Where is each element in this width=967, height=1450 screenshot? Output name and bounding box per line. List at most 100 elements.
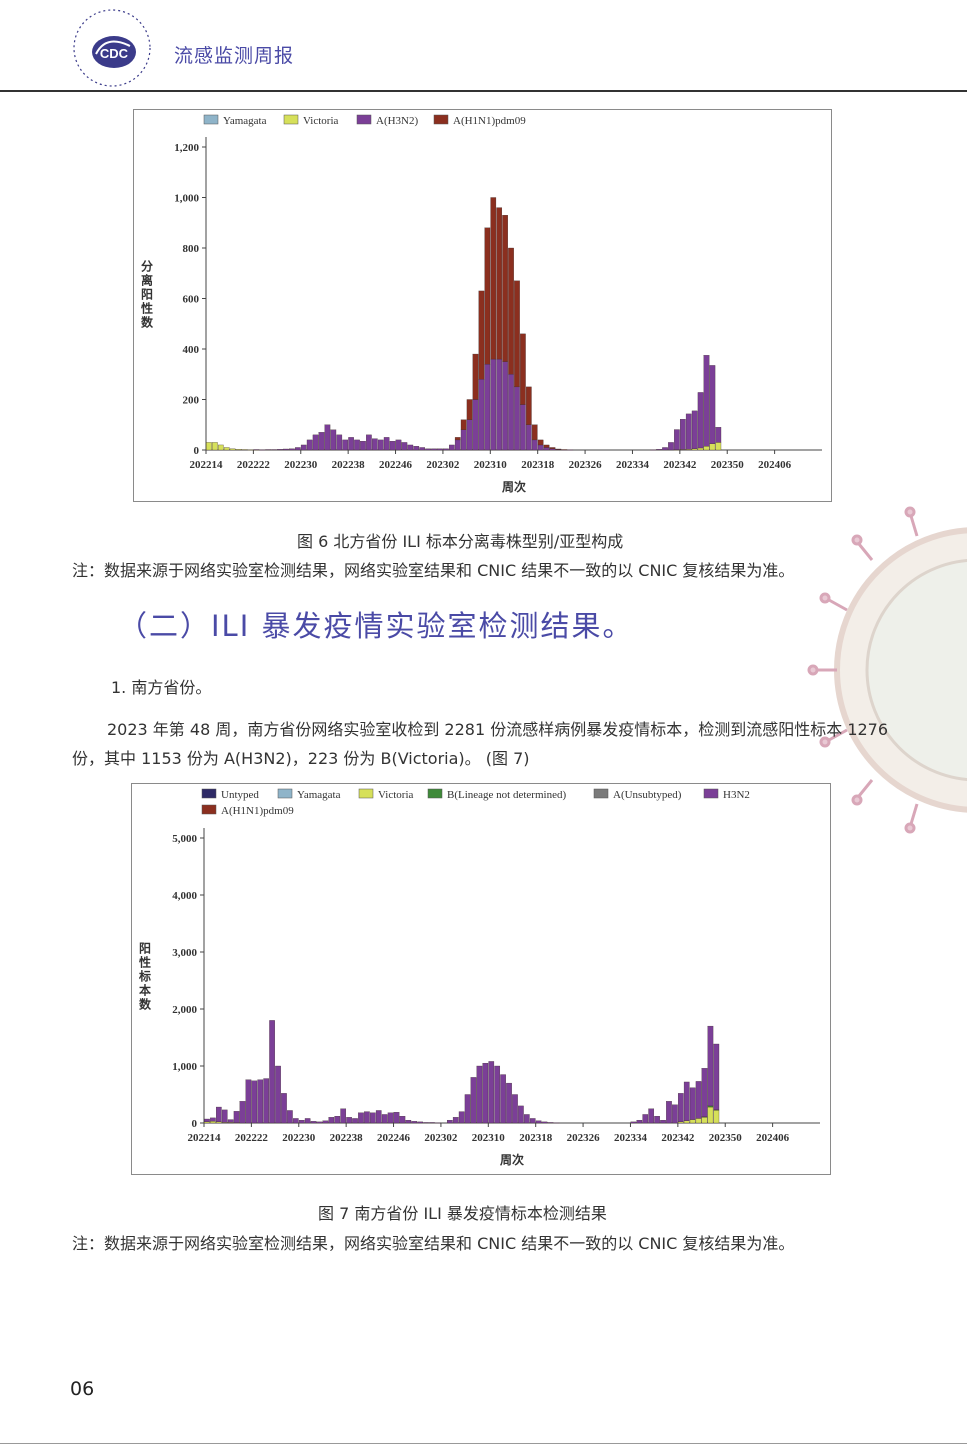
bar-segment: [691, 448, 698, 451]
x-tick-label: 202406: [758, 459, 792, 471]
x-tick-label: 202326: [569, 459, 603, 471]
bar-segment: [241, 449, 248, 451]
bar-segment: [407, 444, 414, 451]
y-tick-label: 1,200: [174, 142, 199, 154]
bar-segment: [535, 1120, 542, 1124]
bar-segment: [354, 439, 360, 451]
bar-segment: [715, 427, 722, 443]
bar-segment: [531, 424, 538, 441]
bar-segment: [496, 358, 503, 451]
bar-segment: [358, 1112, 364, 1124]
footer-divider: [0, 1443, 967, 1444]
bar-segment: [555, 448, 562, 450]
bar-segment: [715, 442, 722, 451]
page-number: 06: [70, 1378, 95, 1400]
figure-6-note: 注：数据来源于网络实验室检测结果，网络实验室结果和 CNIC 结果不一致的以 C…: [72, 561, 795, 580]
bar-segment: [229, 448, 236, 451]
bar-segment: [707, 1105, 714, 1108]
bar-segment: [435, 1122, 441, 1124]
x-tick-label: 202310: [472, 1132, 506, 1144]
bar-segment: [348, 437, 354, 451]
logo-text: CDC: [100, 46, 129, 61]
bar-segment: [707, 1025, 714, 1107]
bar-segment: [697, 392, 704, 449]
legend-label: Untyped: [221, 789, 259, 801]
y-tick-label: 600: [183, 294, 200, 306]
bar-segment: [263, 1078, 270, 1124]
bar-segment: [227, 1119, 234, 1123]
legend-label: Victoria: [378, 789, 413, 801]
bar-segment: [369, 1112, 376, 1124]
x-tick-label: 202342: [661, 1132, 695, 1144]
page-header: CDC 流感监测周报: [0, 0, 967, 92]
x-tick-label: 202350: [709, 1132, 743, 1144]
y-tick-label: 5,000: [172, 833, 197, 845]
bar-segment: [304, 1118, 311, 1124]
bar-segment: [553, 1122, 560, 1124]
bar-segment: [387, 1112, 394, 1124]
bar-segment: [294, 447, 301, 451]
legend-swatch: [201, 804, 217, 815]
legend-label: A(H3N2): [376, 115, 418, 127]
bar-segment: [206, 442, 212, 451]
bar-segment: [454, 437, 461, 441]
cdc-logo-icon: CDC: [73, 9, 151, 87]
legend-label: H3N2: [723, 789, 750, 801]
bar-segment: [567, 449, 574, 451]
bar-segment: [316, 1121, 323, 1124]
y-tick-label: 1,000: [174, 193, 199, 205]
y-axis-title-char: 性: [140, 301, 153, 316]
bar-segment: [656, 449, 662, 451]
x-tick-label: 202230: [282, 1132, 316, 1144]
header-divider: [0, 90, 967, 92]
bar-segment: [334, 1116, 341, 1124]
bar-segment: [500, 1074, 506, 1124]
bar-segment: [322, 1120, 329, 1124]
y-tick-label: 3,000: [172, 947, 197, 959]
legend-swatch: [703, 788, 719, 799]
bar-segment: [413, 446, 420, 451]
x-tick-label: 202350: [711, 459, 745, 471]
figure-7-note: 注：数据来源于网络实验室检测结果，网络实验室结果和 CNIC 结果不一致的以 C…: [72, 1234, 795, 1253]
bar-segment: [371, 438, 378, 451]
bar-segment: [375, 1110, 382, 1124]
bar-segment: [269, 1020, 275, 1124]
bar-segment: [204, 1121, 210, 1124]
x-tick-label: 202406: [756, 1132, 790, 1144]
bar-segment: [366, 434, 372, 451]
bar-segment: [514, 280, 520, 388]
bar-segment: [360, 441, 366, 451]
bar-segment: [543, 444, 550, 448]
figure-7-chart: Untyped Yamagata Victoria B(Lineage not det…: [131, 783, 831, 1175]
bar-segment: [549, 447, 556, 449]
figure-7-caption: 图 7 南方省份 ILI 暴发疫情标本检测结果: [318, 1204, 607, 1223]
x-tick-label: 202302: [426, 459, 460, 471]
legend-label: B(Lineage not determined): [447, 789, 566, 801]
bar-segment: [292, 1118, 299, 1124]
bar-segment: [537, 439, 544, 446]
bar-segment: [300, 444, 307, 451]
bar-segment: [310, 1121, 317, 1124]
legend-label: A(H1N1)pdm09: [453, 115, 526, 127]
x-tick-label: 202214: [190, 459, 224, 471]
bar-segment: [235, 449, 242, 451]
bar-segment: [478, 379, 485, 451]
x-tick-label: 202222: [237, 459, 271, 471]
bar-segment: [364, 1111, 370, 1124]
bar-segment: [389, 441, 396, 451]
bar-segment: [541, 1121, 548, 1124]
bar-segment: [654, 1116, 660, 1124]
x-tick-label: 202334: [616, 459, 650, 471]
bar-segment: [537, 444, 544, 451]
bar-segment: [259, 449, 266, 451]
bar-segment: [411, 1121, 418, 1124]
bar-segment: [695, 1081, 702, 1119]
x-tick-label: 202222: [235, 1132, 269, 1144]
bar-segment: [668, 442, 674, 451]
bar-segment: [689, 1119, 696, 1124]
bar-segment: [212, 442, 218, 451]
bar-segment: [405, 1119, 412, 1124]
legend-label: Yamagata: [297, 789, 341, 801]
y-axis-title-char: 性: [138, 955, 151, 970]
bar-segment: [401, 442, 408, 451]
